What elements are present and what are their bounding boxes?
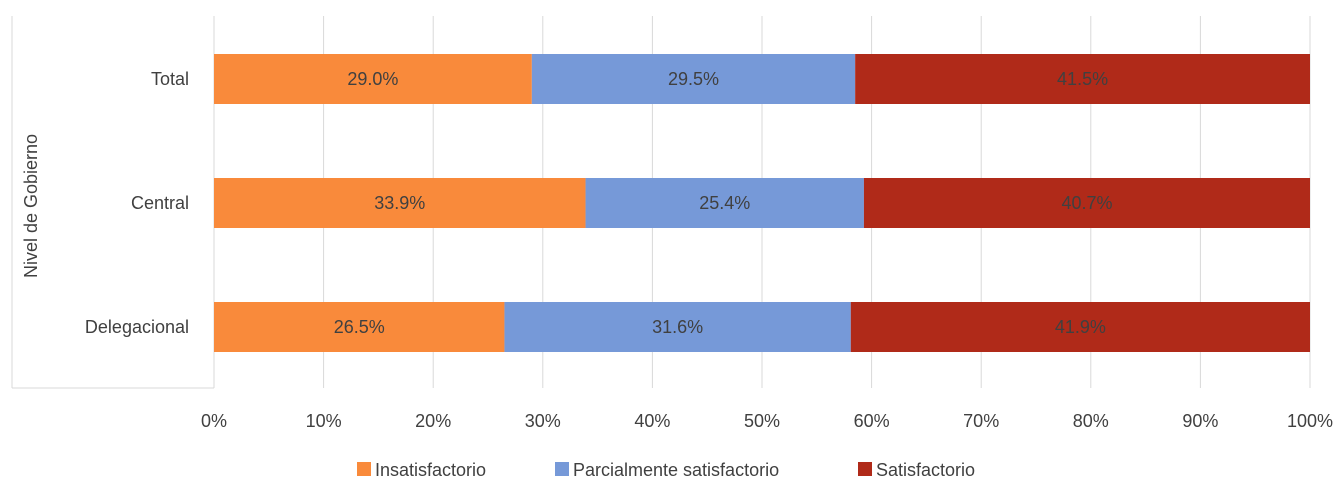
bar-parcialmente-satisfactorio-total: [531, 54, 856, 104]
bar-insatisfactorio-delegacional: [214, 302, 505, 352]
bar-satisfactorio-delegacional: [850, 302, 1310, 352]
category-label: Total: [151, 69, 189, 89]
legend-label: Satisfactorio: [876, 460, 975, 480]
legend-swatch-satisfactorio: [858, 462, 872, 476]
category-labels: Total Central Delegacional: [85, 69, 189, 337]
legend: Insatisfactorio Parcialmente satisfactori…: [357, 460, 975, 480]
data-label: 41.9%: [1055, 317, 1106, 337]
data-label: 33.9%: [374, 193, 425, 213]
bars: 29.0% 29.5% 41.5% 33.9% 25.4% 40.7% 26.5% 31.6%…: [214, 54, 1310, 352]
x-tick-label: 20%: [415, 411, 451, 431]
data-label: 29.0%: [347, 69, 398, 89]
legend-label: Parcialmente satisfactorio: [573, 460, 779, 480]
x-tick-label: 80%: [1073, 411, 1109, 431]
x-tick-label: 40%: [634, 411, 670, 431]
legend-label: Insatisfactorio: [375, 460, 486, 480]
data-label: 26.5%: [334, 317, 385, 337]
axis-frame: [11, 16, 214, 389]
x-tick-labels: 0% 10% 20% 30% 40% 50% 60% 70% 80% 90% 100%: [201, 411, 1333, 431]
x-tick-label: 0%: [201, 411, 227, 431]
data-label: 25.4%: [699, 193, 750, 213]
x-tick-label: 70%: [963, 411, 999, 431]
x-tick-label: 60%: [854, 411, 890, 431]
x-tick-label: 30%: [525, 411, 561, 431]
x-tick-label: 50%: [744, 411, 780, 431]
bar-satisfactorio-total: [855, 54, 1310, 104]
bar-insatisfactorio-total: [214, 54, 532, 104]
bar-parcialmente-satisfactorio-delegacional: [504, 302, 851, 352]
data-label: 29.5%: [668, 69, 719, 89]
data-label: 40.7%: [1061, 193, 1112, 213]
bar-parcialmente-satisfactorio-central: [585, 178, 864, 228]
x-tick-label: 100%: [1287, 411, 1333, 431]
bar-satisfactorio-central: [863, 178, 1310, 228]
y-axis-title: Nivel de Gobierno: [21, 134, 41, 278]
x-tick-label: 10%: [306, 411, 342, 431]
x-tick-label: 90%: [1182, 411, 1218, 431]
category-label: Central: [131, 193, 189, 213]
legend-swatch-parcialmente-satisfactorio: [555, 462, 569, 476]
legend-swatch-insatisfactorio: [357, 462, 371, 476]
data-label: 41.5%: [1057, 69, 1108, 89]
category-label: Delegacional: [85, 317, 189, 337]
bar-insatisfactorio-central: [214, 178, 586, 228]
data-label: 31.6%: [652, 317, 703, 337]
